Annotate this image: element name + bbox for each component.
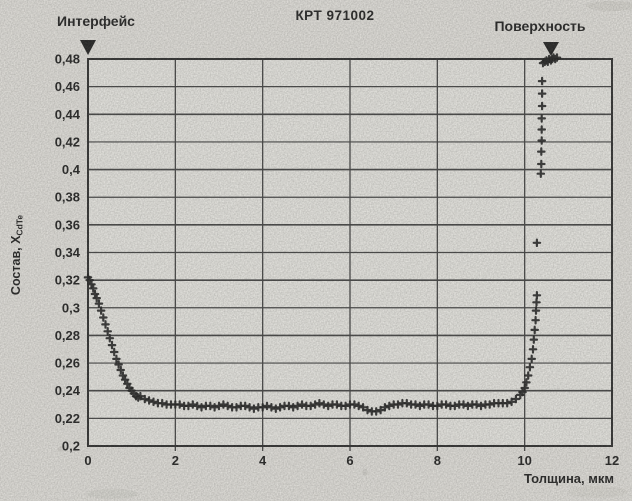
scan-noise-overlay [0, 0, 632, 501]
composition-profile-chart: 0,480,460,440,420,40,380,360,340,320,30,… [0, 0, 632, 501]
scanned-page: 0,480,460,440,420,40,380,360,340,320,30,… [0, 0, 632, 501]
